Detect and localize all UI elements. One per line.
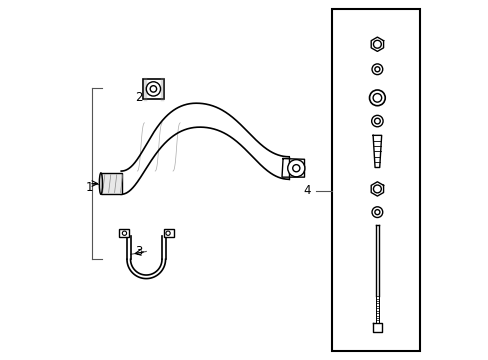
Polygon shape — [282, 158, 304, 177]
Bar — [119, 229, 128, 237]
Bar — [331, 9, 419, 351]
Text: 4: 4 — [303, 184, 310, 197]
Text: 2: 2 — [135, 91, 142, 104]
Text: 3: 3 — [135, 245, 142, 258]
Bar — [163, 229, 173, 237]
Bar — [143, 78, 163, 99]
Ellipse shape — [99, 173, 102, 194]
Text: 1: 1 — [85, 181, 93, 194]
Circle shape — [287, 159, 304, 177]
Bar — [101, 173, 122, 194]
